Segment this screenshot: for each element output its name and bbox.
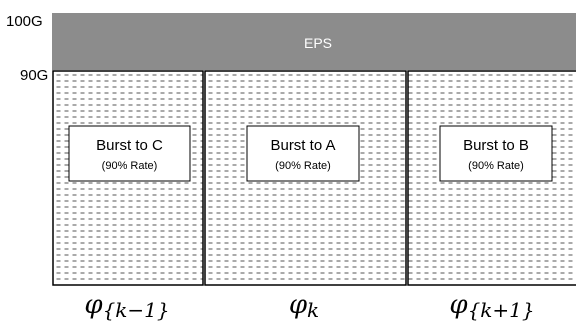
burst-label-box (439, 125, 553, 182)
burst-rate: (90% Rate) (102, 160, 158, 172)
burst-label-box (246, 125, 360, 182)
slot-burst-to-c: Burst to C (90% Rate) (52, 70, 204, 286)
phase-label-k-minus-1: φ{k−1} (84, 290, 169, 322)
burst-title: Burst to A (270, 137, 335, 154)
burst-title: Burst to C (96, 137, 163, 154)
burst-label-box (68, 125, 191, 182)
y-label-90g: 90G (20, 67, 48, 84)
eps-label: EPS (304, 35, 332, 51)
burst-rate: (90% Rate) (275, 160, 331, 172)
burst-rate: (90% Rate) (468, 160, 524, 172)
slot-burst-to-a: Burst to A (90% Rate) (204, 70, 407, 286)
y-label-100g: 100G (6, 13, 43, 30)
slot-burst-to-b: Burst to B (90% Rate) (407, 70, 576, 286)
phase-label-k: φk (289, 290, 319, 322)
phase-label-k-plus-1: φ{k+1} (449, 290, 534, 322)
burst-title: Burst to B (463, 137, 529, 154)
eps-band (52, 13, 576, 70)
